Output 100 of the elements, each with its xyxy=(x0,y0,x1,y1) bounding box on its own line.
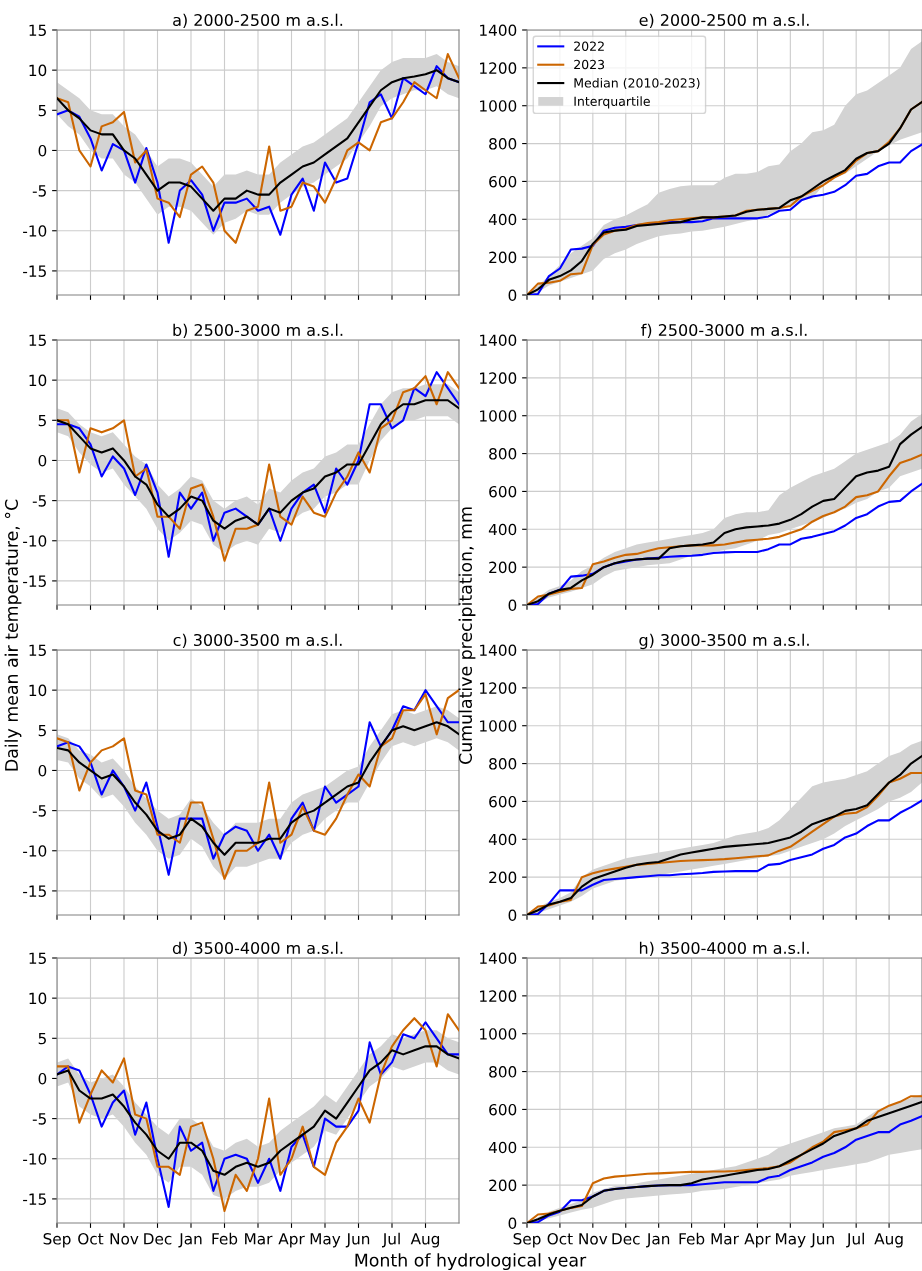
y-tick-label: 1200 xyxy=(480,682,517,694)
x-tick-label: Apr xyxy=(744,1233,771,1248)
chart-title: g) 3000-3500 m a.s.l. xyxy=(639,633,809,650)
y-tick-label: -10 xyxy=(23,845,47,857)
y-tick-label: 1000 xyxy=(480,410,517,422)
y-tick-label: 1000 xyxy=(480,720,517,732)
y-tick-label: 800 xyxy=(489,1066,517,1078)
y-tick-label: -10 xyxy=(23,225,47,237)
y-tick-label: 600 xyxy=(489,1103,517,1116)
x-tick-label: Aug xyxy=(874,1233,903,1248)
x-tick-label: Mar xyxy=(245,1233,273,1245)
legend-label: Median (2010-2023) xyxy=(574,77,700,90)
y-tick-label: 0 xyxy=(38,1072,47,1085)
legend-label: 2022 xyxy=(574,41,604,51)
x-tick-label: May xyxy=(776,1233,806,1248)
x-tick-label: Dec xyxy=(144,1233,172,1245)
y-tick-label: 0 xyxy=(508,289,517,302)
y-tick-label: 1200 xyxy=(480,62,517,74)
y-tick-label: 1200 xyxy=(480,372,517,384)
y-tick-label: -10 xyxy=(23,535,47,547)
y-axis-title: Cumulative precipitation, mm xyxy=(458,507,476,764)
y-tick-label: -5 xyxy=(32,185,46,197)
x-tick-label: Jun xyxy=(810,1233,834,1248)
x-tick-label: Sep xyxy=(513,1232,541,1248)
x-tick-label: Feb xyxy=(679,1232,705,1245)
y-tick-label: 400 xyxy=(488,213,517,226)
y-tick-label: 200 xyxy=(489,1179,517,1192)
y-tick-label: -5 xyxy=(32,805,46,817)
y-tick-label: 5 xyxy=(38,104,46,117)
y-tick-label: -15 xyxy=(23,265,46,277)
chart-title: e) 2000-2500 m a.s.l. xyxy=(639,13,809,28)
y-tick-label: 10 xyxy=(29,64,47,77)
line-series xyxy=(57,721,459,856)
x-tick-label: Jul xyxy=(381,1232,400,1248)
annotation: Interquartile xyxy=(574,96,650,109)
y-tick-label: 800 xyxy=(489,758,517,770)
line-series xyxy=(57,69,459,212)
y-tick-label: 0 xyxy=(38,764,47,777)
chart-title: c) 3000-3500 m a.s.l. xyxy=(173,633,342,648)
y-tick-label: 5 xyxy=(38,1032,46,1045)
y-tick-label: 400 xyxy=(488,523,517,536)
x-tick-label: Jun xyxy=(345,1233,370,1248)
y-tick-label: 10 xyxy=(29,992,47,1005)
y-tick-label: -15 xyxy=(23,575,46,587)
y-tick-label: 400 xyxy=(488,1141,517,1154)
x-tick-label: Jan xyxy=(178,1233,202,1248)
y-tick-label: 800 xyxy=(489,138,517,150)
y-tick-label: 10 xyxy=(29,684,47,697)
x-tick-label: Jan xyxy=(646,1233,670,1248)
legend-label: 2023 xyxy=(574,59,605,70)
y-tick-label: -15 xyxy=(23,1193,46,1205)
x-tick-label: Nov xyxy=(579,1233,608,1245)
y-tick-label: 0 xyxy=(508,909,517,922)
y-tick-label: -15 xyxy=(23,885,46,897)
y-tick-label: 1000 xyxy=(480,1028,517,1040)
chart-title: d) 3500-4000 m a.s.l. xyxy=(172,941,343,956)
y-tick-label: 15 xyxy=(29,334,46,347)
y-tick-label: 0 xyxy=(38,454,47,467)
y-tick-label: 1400 xyxy=(480,644,517,657)
y-tick-label: 1400 xyxy=(480,24,517,37)
x-tick-label: Aug xyxy=(410,1233,440,1248)
y-tick-label: -5 xyxy=(32,495,46,507)
x-tick-label: Nov xyxy=(110,1233,139,1245)
y-tick-label: 600 xyxy=(489,795,517,808)
y-tick-label: 800 xyxy=(489,448,517,460)
y-tick-label: 600 xyxy=(489,485,517,498)
x-axis-title: Month of hydrological year xyxy=(355,1253,587,1270)
x-tick-label: Oct xyxy=(547,1232,573,1245)
y-tick-label: 0 xyxy=(38,144,47,157)
y-tick-label: -5 xyxy=(32,1113,46,1125)
x-tick-label: Apr xyxy=(278,1233,305,1248)
y-tick-label: 0 xyxy=(508,599,517,612)
y-tick-label: 15 xyxy=(29,24,46,37)
y-tick-label: 200 xyxy=(489,561,517,574)
y-tick-label: 5 xyxy=(38,414,46,427)
y-tick-label: -10 xyxy=(23,1153,47,1165)
x-tick-label: Jul xyxy=(846,1232,864,1248)
y-tick-label: 200 xyxy=(489,871,517,884)
chart-title: h) 3500-4000 m a.s.l. xyxy=(639,941,809,956)
y-tick-label: 5 xyxy=(38,724,46,737)
y-tick-label: 15 xyxy=(29,952,46,965)
y-tick-label: 15 xyxy=(29,644,46,657)
y-tick-label: 0 xyxy=(508,1217,517,1230)
y-tick-label: 1400 xyxy=(480,334,517,347)
y-tick-label: 10 xyxy=(29,374,47,387)
x-tick-label: May xyxy=(310,1233,341,1248)
x-tick-label: Dec xyxy=(612,1233,640,1245)
y-axis-title: Daily mean air temperature, °C xyxy=(4,499,22,771)
x-tick-label: Feb xyxy=(212,1232,238,1245)
x-tick-label: Mar xyxy=(711,1233,739,1245)
y-tick-label: 1400 xyxy=(480,952,517,965)
y-tick-label: 1000 xyxy=(480,100,517,112)
x-tick-label: Sep xyxy=(43,1232,71,1248)
y-tick-label: 400 xyxy=(488,833,517,846)
chart-title: a) 2000-2500 m a.s.l. xyxy=(173,13,343,28)
y-tick-label: 600 xyxy=(489,175,517,188)
y-tick-label: 1200 xyxy=(480,990,517,1002)
chart-title: f) 2500-3000 m a.s.l. xyxy=(641,323,807,338)
chart-title: b) 2500-3000 m a.s.l. xyxy=(173,323,343,338)
y-tick-label: 200 xyxy=(489,251,517,264)
